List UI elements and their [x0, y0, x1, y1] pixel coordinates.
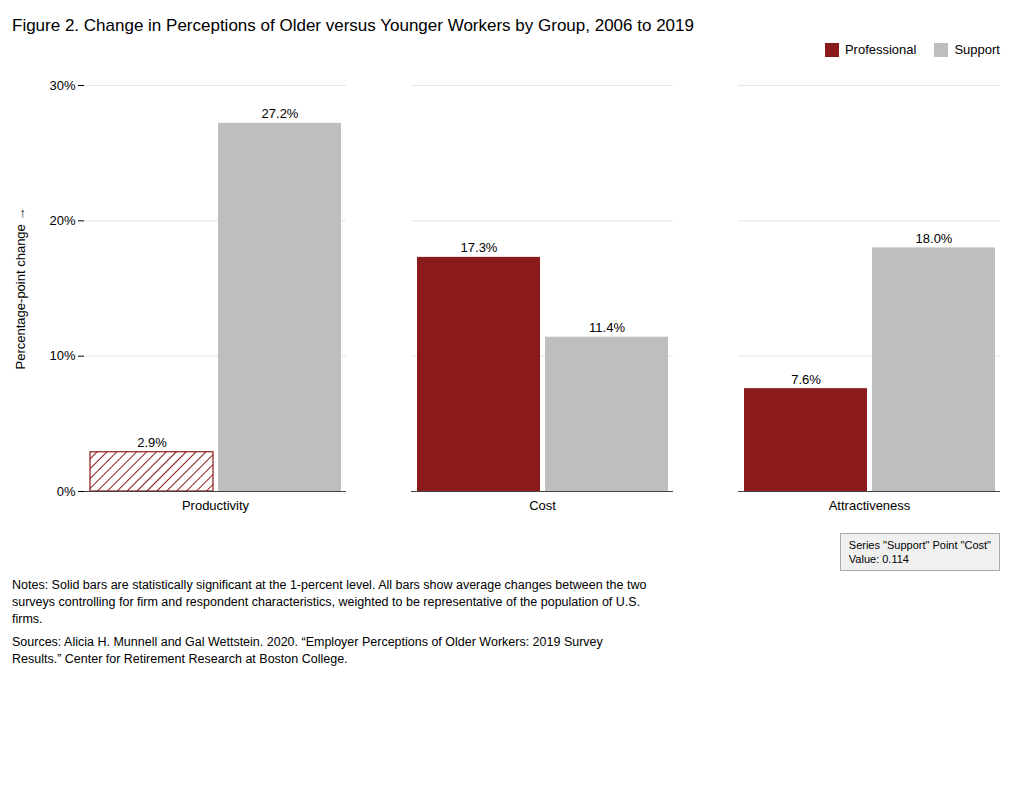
html-text:Figure 2. Change in Perception: Figure 2. Change in Perceptions of Older… [12, 16, 694, 35]
html-text:firms.: firms. [12, 612, 43, 626]
html-text:Series "Support" Point "Cost": Series "Support" Point "Cost" [848, 539, 991, 551]
html-text:Support: Support [954, 42, 1000, 57]
html-text:Results.” Center for Retiremen: Results.” Center for Retirement Research… [12, 652, 348, 666]
svg-text:Attractiveness: Attractiveness [829, 498, 911, 513]
svg-text:30%: 30% [49, 78, 75, 93]
svg-text:Percentage-point change →: Percentage-point change → [13, 208, 28, 370]
svg-text:7.6%: 7.6% [791, 372, 821, 387]
html-text:Sources: Alicia H. Munnell and: Sources: Alicia H. Munnell and Gal Wetts… [12, 635, 603, 649]
svg-text:20%: 20% [49, 213, 75, 228]
html-text:Notes: Solid bars are statisti: Notes: Solid bars are statistically sign… [12, 578, 647, 592]
svg-text:27.2%: 27.2% [262, 106, 299, 121]
html-text:Value: 0.114: Value: 0.114 [848, 553, 909, 565]
svg-text:11.4%: 11.4% [589, 320, 625, 335]
svg-text:0%: 0% [57, 484, 76, 499]
html-text:surveys controlling for firm a: surveys controlling for firm and respond… [12, 595, 641, 609]
svg-text:18.0%: 18.0% [916, 231, 953, 246]
svg-text:Cost: Cost [529, 498, 556, 513]
svg-text:Productivity: Productivity [182, 498, 250, 513]
html-text:Professional: Professional [844, 42, 917, 57]
svg-text:17.3%: 17.3% [461, 240, 498, 255]
svg-text:10%: 10% [49, 348, 75, 363]
svg-text:2.9%: 2.9% [137, 435, 167, 450]
